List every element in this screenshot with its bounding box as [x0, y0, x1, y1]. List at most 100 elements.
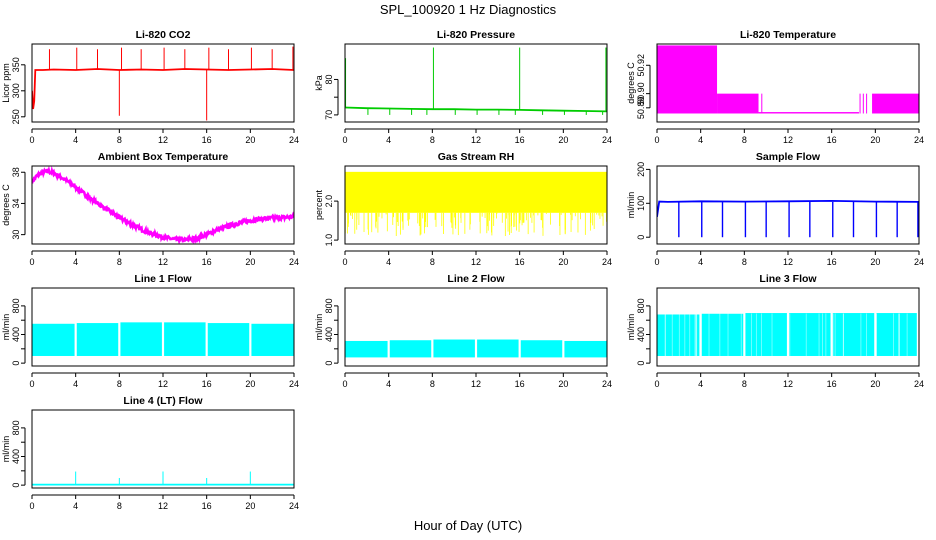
data-band	[745, 313, 787, 356]
chart-title: Line 3 Flow	[759, 273, 817, 285]
x-tick-label: 8	[117, 135, 122, 145]
y-tick-label: 300	[11, 83, 21, 98]
data-band	[76, 323, 119, 356]
plot-frame	[656, 287, 920, 367]
data-layer	[345, 171, 607, 237]
x-tick-label: 12	[783, 135, 793, 145]
x-tick-label: 0	[654, 379, 659, 389]
chart-title: Li-820 CO2	[136, 29, 191, 41]
x-tick-label: 20	[558, 257, 568, 267]
x-tick-label: 12	[783, 379, 793, 389]
chart-title: Ambient Box Temperature	[98, 151, 229, 163]
x-tick-label: 8	[742, 135, 747, 145]
data-band	[564, 340, 607, 358]
data-band	[872, 93, 919, 114]
y-tick-label: 50.89	[636, 97, 646, 120]
plot-frame	[31, 165, 295, 245]
x-tick-label: 20	[245, 501, 255, 511]
data-band	[32, 323, 75, 356]
x-tick-label: 20	[558, 379, 568, 389]
x-tick-label: 16	[202, 379, 212, 389]
x-tick-label: 20	[870, 135, 880, 145]
chart-title: Li-820 Temperature	[740, 29, 836, 41]
y-tick-label: 80	[324, 74, 334, 84]
x-tick-label: 16	[827, 135, 837, 145]
y-axis-label: percent	[314, 189, 324, 220]
y-tick-label: 0	[324, 361, 334, 366]
x-tick-label: 4	[386, 379, 391, 389]
y-tick-label: 800	[636, 298, 646, 313]
data-band	[389, 340, 432, 358]
plot-frame	[344, 43, 608, 123]
y-tick-label: 0	[11, 361, 21, 366]
y-axis-label: ml/min	[1, 314, 11, 341]
x-tick-label: 0	[342, 257, 347, 267]
x-tick-label: 24	[289, 501, 299, 511]
x-tick-label: 24	[602, 379, 612, 389]
x-tick-label: 24	[914, 135, 924, 145]
x-axis: 0 4 8 12 16 20 24	[342, 128, 612, 145]
x-tick-label: 20	[558, 135, 568, 145]
x-tick-label: 8	[430, 379, 435, 389]
x-tick-label: 16	[827, 257, 837, 267]
y-axis: 0 400 800	[324, 298, 339, 366]
y-axis: 0 100 200	[636, 162, 651, 240]
x-tick-label: 8	[117, 501, 122, 511]
x-tick-label: 0	[342, 135, 347, 145]
y-tick-label: 2.0	[324, 195, 334, 208]
plot-frame	[31, 409, 295, 489]
x-tick-label: 20	[870, 257, 880, 267]
data-layer	[345, 47, 607, 115]
x-axis: 0 4 8 12 16 20 24	[654, 250, 924, 267]
y-axis-label: Licor ppm	[1, 63, 11, 103]
data-band	[876, 313, 917, 356]
y-axis: 0 400 800	[636, 298, 651, 366]
data-band	[758, 112, 859, 114]
chart-title: Gas Stream RH	[438, 151, 514, 163]
x-tick-label: 16	[515, 379, 525, 389]
x-tick-label: 16	[202, 257, 212, 267]
x-tick-label: 20	[245, 135, 255, 145]
plot-frame	[344, 165, 608, 245]
x-tick-label: 4	[386, 257, 391, 267]
data-band	[657, 45, 718, 114]
data-band	[701, 313, 744, 356]
x-axis: 0 4 8 12 16 20 24	[654, 128, 924, 145]
x-tick-label: 20	[870, 379, 880, 389]
y-axis: 70 80	[324, 74, 339, 120]
x-axis: 0 4 8 12 16 20 24	[654, 372, 924, 389]
y-tick-label: 50.90	[636, 82, 646, 105]
data-band	[433, 339, 475, 358]
x-tick-label: 8	[117, 379, 122, 389]
x-tick-label: 24	[602, 257, 612, 267]
x-tick-label: 16	[515, 135, 525, 145]
plot-frame	[656, 165, 920, 245]
y-axis-label: ml/min	[314, 314, 324, 341]
x-tick-label: 20	[245, 379, 255, 389]
x-tick-label: 20	[245, 257, 255, 267]
data-band	[345, 340, 388, 358]
x-tick-label: 16	[515, 257, 525, 267]
x-tick-label: 0	[29, 501, 34, 511]
y-axis-label: ml/min	[626, 192, 636, 219]
y-tick-label: 70	[324, 110, 334, 120]
chart-title: Line 2 Flow	[447, 273, 505, 285]
y-axis: 1.0 2.0	[324, 195, 339, 246]
x-tick-label: 4	[698, 135, 703, 145]
y-tick-label: 0	[11, 483, 21, 488]
y-axis: 250 300 350	[11, 57, 26, 124]
data-band	[251, 323, 294, 356]
x-tick-label: 12	[471, 135, 481, 145]
y-axis-label: ml/min	[1, 436, 11, 463]
y-axis: 0 400 800	[11, 298, 26, 366]
chart-title: Li-820 Pressure	[437, 29, 515, 41]
chart-panel: Ambient Box Temperature 0 4 8 12 16 20 24 30 34 38…	[1, 151, 299, 267]
